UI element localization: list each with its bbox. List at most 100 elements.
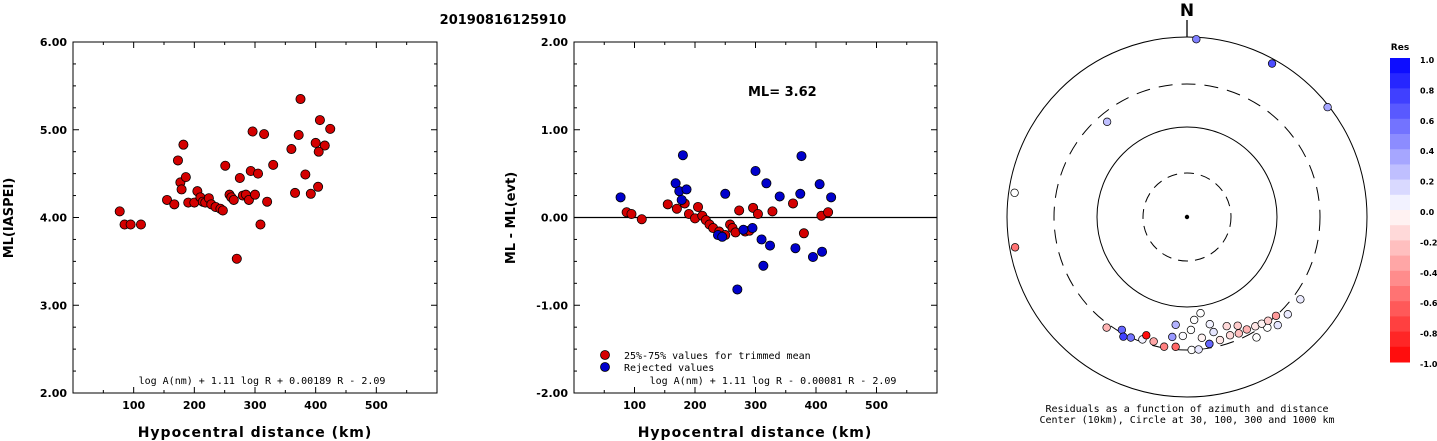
formula-text: log A(nm) + 1.11 log R + 0.00189 R - 2.0…	[139, 376, 386, 387]
data-point	[305, 188, 316, 199]
data-point	[114, 206, 125, 217]
y-tick-label: 6.00	[40, 36, 67, 49]
data-point	[671, 203, 682, 214]
ml-annotation: ML= 3.62	[748, 85, 817, 100]
station-point	[1190, 315, 1199, 325]
data-point	[169, 199, 180, 210]
station-point	[1194, 345, 1203, 354]
x-axis-label: Hypocentral distance (km)	[638, 425, 873, 441]
y-tick-label: 2.00	[40, 387, 67, 400]
data-point	[790, 243, 801, 254]
data-point	[313, 146, 324, 157]
data-point	[293, 130, 304, 141]
colorbar-swatch	[1390, 88, 1410, 105]
y-axis-label: ML(IASPEI)	[2, 178, 17, 259]
legend-marker-rejected	[600, 362, 610, 372]
data-point	[677, 150, 688, 161]
x-tick-label: 300	[744, 399, 767, 412]
legend-label-rejected: Rejected values	[624, 363, 714, 374]
colorbar-swatch	[1390, 164, 1410, 181]
data-point	[626, 208, 637, 219]
data-point	[826, 192, 837, 203]
colorbar-swatch	[1390, 134, 1410, 150]
x-axis-label: Hypocentral distance (km)	[138, 425, 373, 441]
y-tick-label: 4.00	[40, 212, 67, 225]
station-point	[1196, 309, 1205, 318]
colorbar-tick-label: -0.6	[1420, 299, 1437, 308]
colorbar-swatch	[1390, 255, 1410, 272]
station-point	[1205, 339, 1214, 349]
station-point	[1192, 35, 1201, 44]
data-point	[135, 219, 146, 230]
y-tick-label: 0.00	[541, 212, 568, 225]
colorbar-tick-label: -0.8	[1420, 330, 1437, 339]
data-point	[220, 160, 231, 171]
colorbar-swatch	[1390, 58, 1410, 74]
data-point	[796, 151, 807, 162]
data-point	[734, 205, 745, 216]
colorbar-swatch	[1390, 118, 1410, 135]
north-label: N	[1180, 1, 1194, 21]
y-tick-label: -2.00	[536, 387, 568, 400]
data-point	[738, 224, 749, 235]
data-point	[314, 115, 325, 126]
data-point	[636, 214, 647, 225]
colorbar-tick-label: -0.2	[1420, 238, 1437, 247]
data-point	[253, 168, 264, 179]
ring-300km	[1053, 83, 1321, 351]
station-point	[1178, 331, 1187, 341]
station-point	[1267, 59, 1277, 68]
plot-frame	[72, 41, 438, 394]
x-tick-label: 500	[865, 399, 888, 412]
data-point	[720, 188, 731, 199]
data-point	[313, 181, 324, 192]
station-point	[1102, 117, 1112, 126]
ring-1000km	[1006, 36, 1368, 398]
station-point	[1186, 325, 1196, 335]
data-point	[290, 187, 301, 198]
y-tick-label: 3.00	[40, 299, 67, 312]
data-point	[732, 284, 743, 295]
data-point	[300, 169, 311, 180]
colorbar-tick-label: 0.6	[1420, 117, 1435, 126]
data-points	[1010, 35, 1332, 355]
colorbar-swatch	[1390, 103, 1410, 120]
data-point	[615, 192, 626, 203]
data-point	[823, 207, 834, 218]
station-point	[1197, 333, 1206, 342]
data-point	[765, 240, 776, 251]
data-point	[717, 231, 728, 242]
colorbar-swatch	[1390, 225, 1410, 241]
station-point	[1273, 321, 1282, 330]
data-point	[249, 189, 260, 200]
data-point	[259, 129, 270, 140]
colorbar-swatch	[1390, 301, 1410, 317]
station-point	[1283, 310, 1292, 319]
epicenter-dot	[1184, 214, 1190, 220]
station-point	[1010, 243, 1020, 252]
y-tick-label: 1.00	[541, 124, 568, 137]
colorbar-tick-label: 0.0	[1420, 208, 1435, 217]
colorbar-swatch	[1390, 210, 1410, 226]
station-point	[1171, 342, 1180, 351]
station-point	[1209, 327, 1218, 337]
colorbar-tick-label: 1.0	[1420, 56, 1435, 65]
colorbar-swatch	[1390, 331, 1410, 348]
data-point	[747, 223, 758, 234]
y-tick-label: 2.00	[541, 36, 568, 49]
data-point	[262, 196, 273, 207]
data-point	[217, 205, 228, 216]
station-point	[1168, 332, 1177, 342]
y-tick-label: -1.00	[536, 299, 568, 312]
y-tick-label: 5.00	[40, 124, 67, 137]
colorbar-swatch	[1390, 240, 1410, 257]
station-point	[1187, 345, 1196, 355]
data-point	[814, 179, 825, 190]
data-point	[162, 194, 173, 205]
station-point	[1159, 342, 1169, 351]
data-point	[767, 206, 778, 217]
colorbar-swatch	[1390, 194, 1410, 211]
station-point	[1010, 188, 1019, 197]
colorbar: 1.0 0.8 0.6 0.4 0.2 0.0 -0.2 -0.4 -0.6 -0.8 -1.0	[1390, 56, 1437, 369]
x-tick-label: 200	[684, 399, 707, 412]
